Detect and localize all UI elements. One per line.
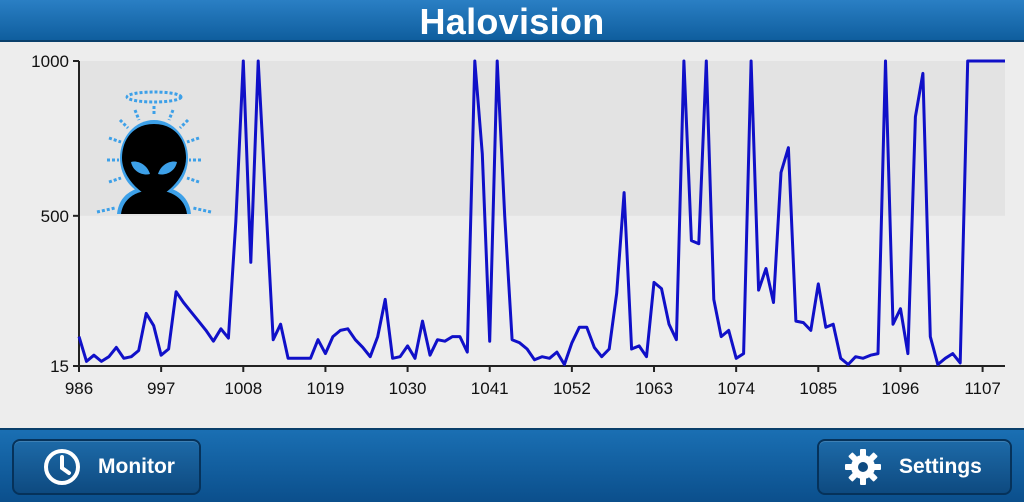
monitor-button[interactable]: Monitor xyxy=(12,439,201,495)
app-title: Halovision xyxy=(419,1,605,42)
x-tick-label: 1074 xyxy=(717,379,755,398)
y-tick-label: 500 xyxy=(41,207,69,226)
settings-button[interactable]: Settings xyxy=(817,439,1012,495)
series-line xyxy=(77,59,1005,366)
x-tick-label: 1063 xyxy=(635,379,673,398)
line-chart: 1000 500 15 986 997 1008 1019 1030 1041 1052 1063… xyxy=(31,52,1005,398)
x-tick-label: 1008 xyxy=(224,379,262,398)
monitor-label: Monitor xyxy=(98,455,175,478)
x-tick-label: 1052 xyxy=(553,379,591,398)
gear-icon xyxy=(841,445,885,489)
chart-band xyxy=(79,61,1005,216)
x-tick-label: 1030 xyxy=(389,379,427,398)
x-tick-label: 1096 xyxy=(882,379,920,398)
x-tick-label: 986 xyxy=(65,379,93,398)
clock-icon xyxy=(40,445,84,489)
settings-label: Settings xyxy=(899,455,982,478)
alien-halo-icon xyxy=(96,90,212,214)
y-tick-label: 15 xyxy=(50,357,69,376)
x-tick-label: 1041 xyxy=(471,379,509,398)
x-tick-label: 1085 xyxy=(799,379,837,398)
x-tick-label: 1107 xyxy=(964,379,1001,398)
footer-bar: Monitor Settings xyxy=(0,428,1024,502)
header-bar: Halovision xyxy=(0,0,1024,42)
x-tick-label: 997 xyxy=(147,379,175,398)
chart-area: 1000 500 15 986 997 1008 1019 1030 1041 1052 1063… xyxy=(0,42,1024,428)
y-tick-label: 1000 xyxy=(31,52,69,71)
x-tick-label: 1019 xyxy=(307,379,345,398)
